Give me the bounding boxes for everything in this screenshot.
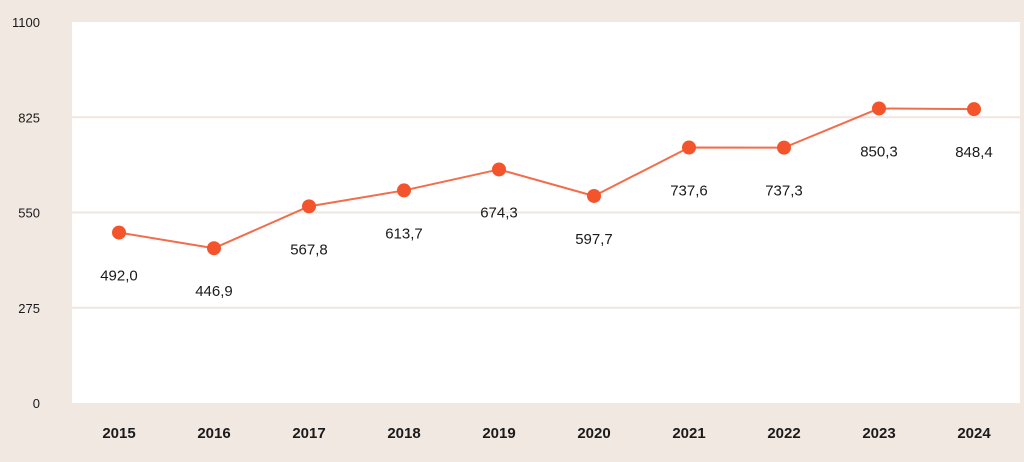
- data-point: [492, 162, 506, 177]
- data-point: [967, 102, 981, 117]
- data-label: 737,6: [670, 183, 708, 200]
- data-label: 446,9: [195, 283, 233, 300]
- x-tick-label: 2019: [482, 425, 515, 442]
- y-tick-label: 1100: [12, 15, 40, 30]
- x-tick-label: 2016: [197, 425, 230, 442]
- data-point: [777, 140, 791, 155]
- data-point: [112, 225, 126, 240]
- y-tick-label: 275: [18, 301, 40, 316]
- x-tick-label: 2018: [387, 425, 420, 442]
- x-tick-label: 2021: [672, 425, 705, 442]
- data-label: 492,0: [100, 268, 138, 285]
- x-tick-label: 2022: [767, 425, 800, 442]
- data-label: 737,3: [765, 183, 803, 200]
- data-point: [587, 188, 601, 203]
- data-label: 613,7: [385, 225, 423, 242]
- data-label: 850,3: [860, 143, 898, 160]
- data-point: [302, 199, 316, 214]
- data-point: [397, 183, 411, 198]
- x-tick-label: 2015: [102, 425, 135, 442]
- y-tick-label: 0: [33, 396, 40, 411]
- data-point: [682, 140, 696, 155]
- data-label: 848,4: [955, 144, 993, 161]
- data-label: 674,3: [480, 204, 518, 221]
- x-tick-label: 2024: [957, 425, 991, 442]
- data-label: 597,7: [575, 231, 613, 248]
- x-tick-label: 2017: [292, 425, 325, 442]
- y-tick-label: 550: [18, 206, 40, 221]
- y-tick-label: 825: [18, 110, 40, 125]
- data-point: [872, 101, 886, 116]
- series-line: [118, 107, 975, 250]
- x-tick-label: 2020: [577, 425, 610, 442]
- data-label: 567,8: [290, 241, 328, 258]
- data-point: [207, 241, 221, 256]
- x-tick-label: 2023: [862, 425, 895, 442]
